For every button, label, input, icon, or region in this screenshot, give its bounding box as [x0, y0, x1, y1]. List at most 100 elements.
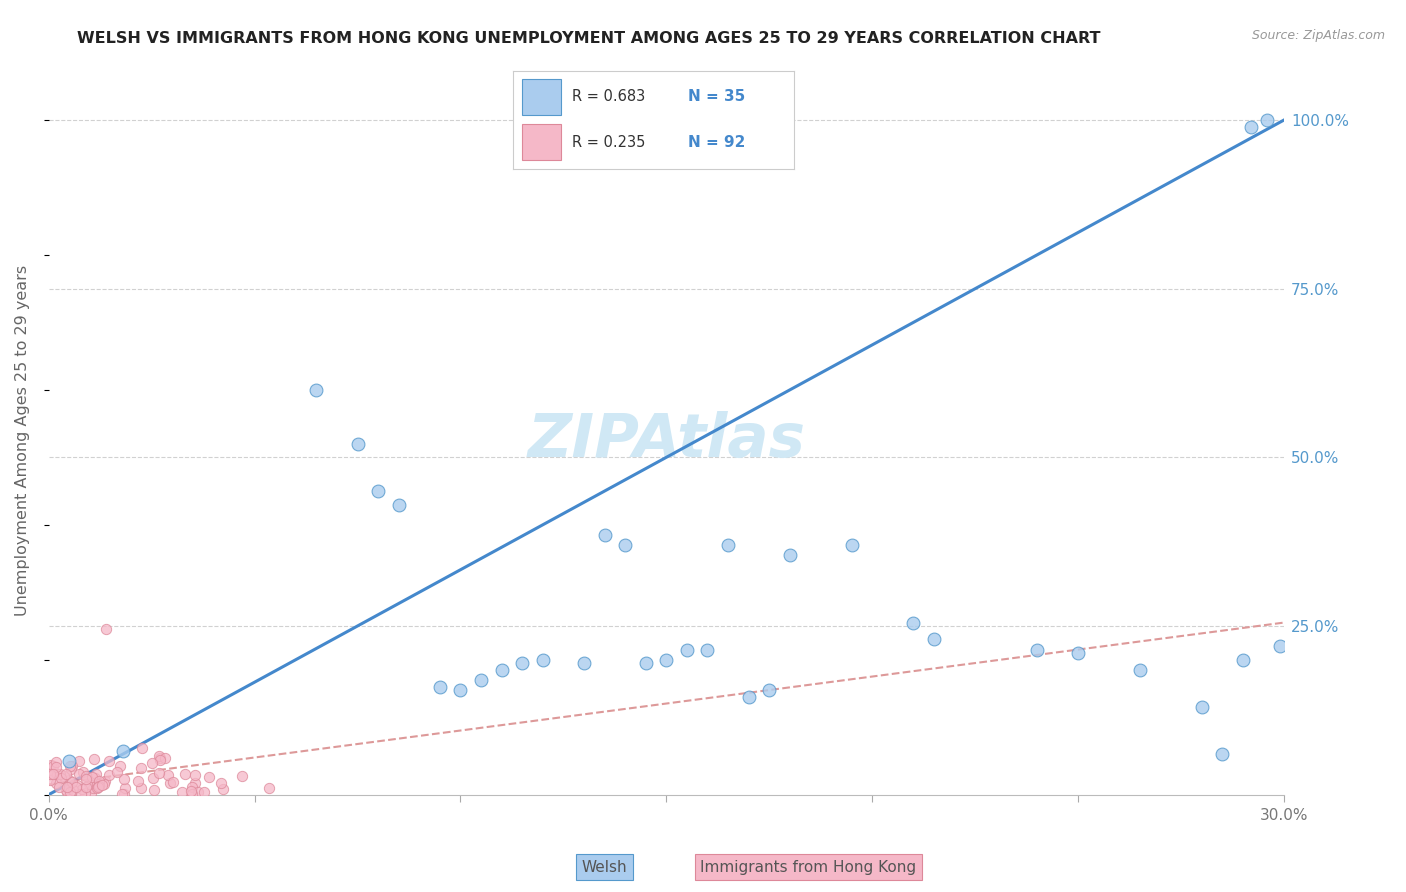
Point [93, 776, 115, 790]
Point [52, 769, 75, 783]
Point [96, 623, 118, 637]
Point [367, 484, 389, 499]
Point [180, 783, 202, 797]
Point [173, 766, 195, 780]
Point [634, 656, 657, 670]
Point [56, 780, 79, 794]
Point [211, 782, 233, 797]
Point [77, 777, 100, 791]
Point [38, 767, 60, 781]
Point [1191, 699, 1213, 714]
Point [1268, 639, 1291, 653]
Point [82, 770, 104, 784]
Point [45, 760, 67, 774]
Point [148, 751, 170, 765]
Point [157, 767, 180, 781]
Point [75, 769, 97, 783]
Point [129, 761, 152, 775]
Text: ZIPAtlas: ZIPAtlas [527, 411, 806, 470]
Point [1067, 646, 1090, 660]
Point [305, 383, 328, 397]
Point [90, 778, 112, 792]
Point [49, 767, 72, 781]
Point [72, 782, 94, 797]
Point [149, 753, 172, 767]
Point [184, 775, 207, 789]
Text: WELSH VS IMMIGRANTS FROM HONG KONG UNEMPLOYMENT AMONG AGES 25 TO 29 YEARS CORREL: WELSH VS IMMIGRANTS FROM HONG KONG UNEMP… [77, 31, 1101, 46]
Point [922, 632, 945, 647]
Point [80, 786, 103, 800]
Point [172, 785, 194, 799]
Point [737, 690, 759, 704]
Point [491, 663, 513, 677]
Point [98, 755, 121, 769]
Point [58, 754, 80, 768]
Point [1256, 113, 1278, 128]
Point [66, 778, 89, 792]
Point [84, 771, 107, 785]
Point [114, 781, 136, 796]
Point [1025, 642, 1047, 657]
Point [187, 784, 209, 798]
Point [97, 768, 120, 782]
Point [111, 744, 134, 758]
Point [1211, 747, 1233, 761]
Point [903, 615, 925, 630]
Text: Source: ZipAtlas.com: Source: ZipAtlas.com [1251, 29, 1385, 42]
Point [89, 779, 111, 793]
Text: R = 0.683: R = 0.683 [572, 89, 645, 104]
Point [60, 775, 83, 789]
Point [111, 788, 134, 802]
Point [614, 538, 637, 552]
Point [112, 787, 135, 801]
Point [55, 767, 77, 781]
Point [510, 656, 533, 670]
Point [94, 774, 117, 789]
Point [449, 683, 471, 698]
Point [75, 780, 97, 794]
Point [108, 759, 131, 773]
Point [655, 653, 678, 667]
Point [142, 782, 165, 797]
Point [1129, 663, 1152, 677]
Point [84, 766, 107, 780]
Point [779, 548, 801, 562]
Point [429, 680, 451, 694]
Point [1240, 120, 1263, 134]
Point [89, 774, 111, 789]
Text: N = 35: N = 35 [688, 89, 745, 104]
Point [58, 773, 80, 788]
Point [55, 783, 77, 797]
Point [572, 656, 595, 670]
Point [86, 780, 108, 794]
Point [42, 758, 65, 772]
Point [86, 776, 108, 790]
Point [127, 774, 149, 789]
Point [346, 437, 368, 451]
Point [193, 785, 215, 799]
Point [696, 642, 718, 657]
Point [142, 772, 165, 786]
Point [38, 767, 60, 781]
Point [39, 773, 62, 788]
Point [717, 538, 740, 552]
Point [87, 777, 110, 791]
Point [148, 748, 170, 763]
Point [67, 767, 90, 781]
Point [75, 772, 97, 787]
Point [62, 783, 84, 797]
Point [56, 785, 79, 799]
Point [231, 769, 253, 783]
Point [83, 752, 105, 766]
Bar [522, 124, 561, 160]
Y-axis label: Unemployment Among Ages 25 to 29 years: Unemployment Among Ages 25 to 29 years [15, 265, 30, 616]
Point [41, 766, 63, 780]
Point [73, 786, 96, 800]
Point [45, 776, 67, 790]
Point [86, 781, 108, 796]
Point [129, 780, 152, 795]
Point [159, 775, 181, 789]
Bar [522, 79, 561, 114]
Text: Welsh: Welsh [582, 860, 627, 874]
Point [112, 772, 135, 787]
